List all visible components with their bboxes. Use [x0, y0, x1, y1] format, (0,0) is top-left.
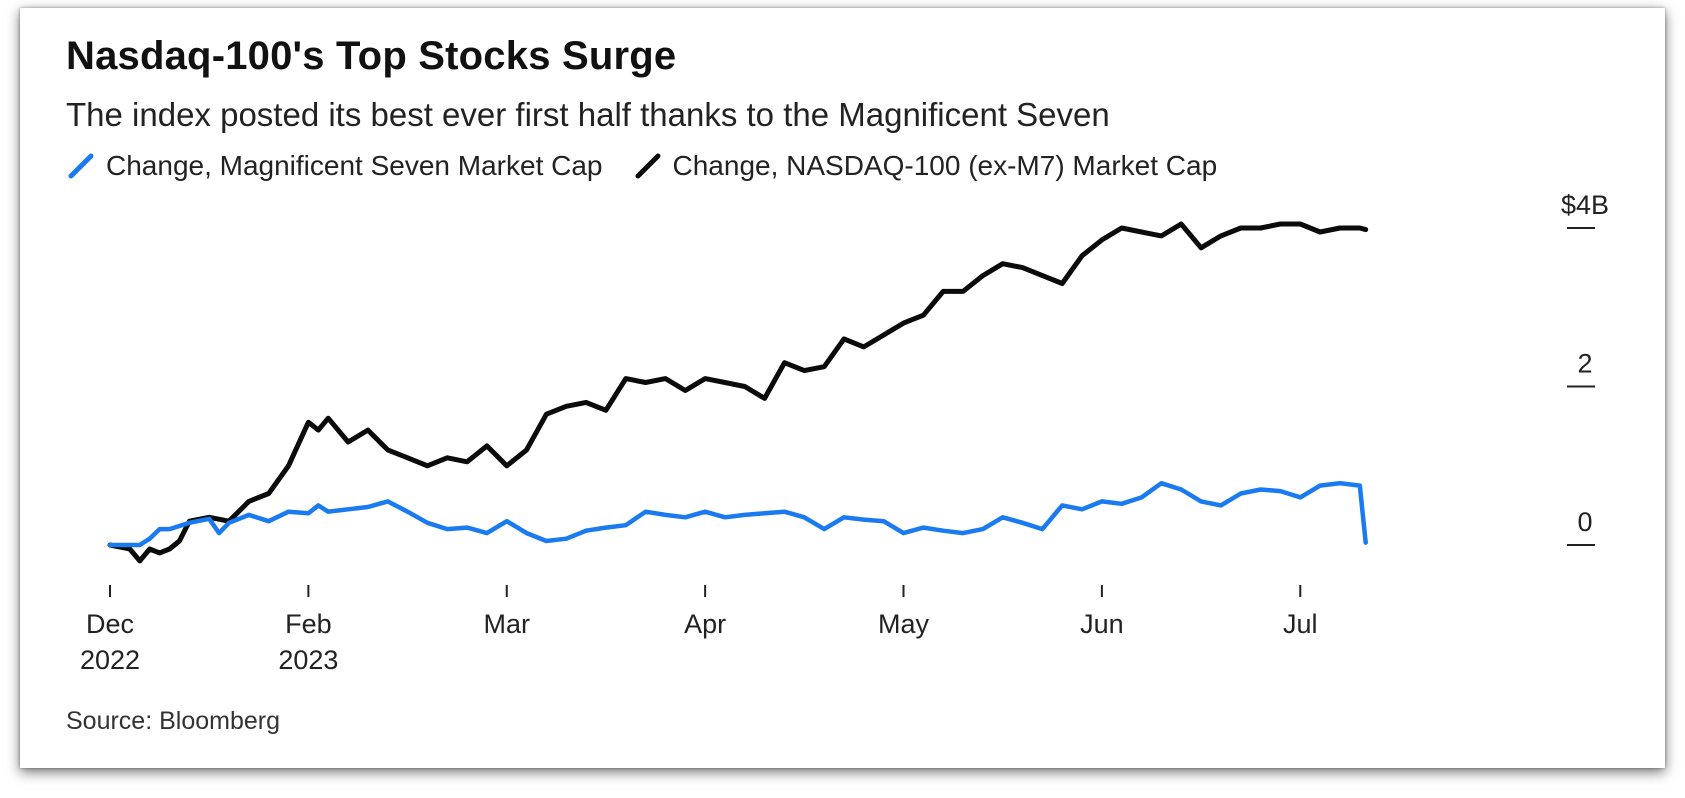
- x-tick-label-0: Dec: [86, 609, 134, 639]
- legend-label-nasdaq: Change, NASDAQ-100 (ex-M7) Market Cap: [672, 150, 1218, 181]
- legend-item-nasdaq: Change, NASDAQ-100 (ex-M7) Market Cap: [633, 150, 1218, 182]
- x-tick-sublabel-1: 2023: [278, 645, 338, 675]
- chart-subtitle: The index posted its best ever first hal…: [66, 96, 1110, 133]
- chart-legend: Change, Magnificent Seven Market Cap Cha…: [66, 148, 1247, 184]
- x-tick-label-3: Apr: [684, 609, 726, 639]
- legend-label-m7: Change, Magnificent Seven Market Cap: [106, 150, 603, 181]
- x-tick-label-1: Feb: [285, 609, 332, 639]
- y-tick-label-1: 2: [1577, 349, 1592, 379]
- legend-swatch-nasdaq-icon: [635, 153, 660, 179]
- x-tick-sublabel-0: 2022: [80, 645, 140, 675]
- legend-swatch-m7-icon: [68, 153, 94, 179]
- legend-swatch-m7-line: [68, 153, 94, 179]
- chart-card: [20, 8, 1665, 768]
- x-tick-label-2: Mar: [484, 609, 531, 639]
- series-line-0: [107, 480, 1368, 548]
- y-tick-label-2: 0: [1577, 507, 1592, 537]
- x-tick-label-5: Jun: [1080, 609, 1124, 639]
- x-tick-label-6: Jul: [1283, 609, 1318, 639]
- chart-title: Nasdaq-100's Top Stocks Surge: [66, 34, 677, 78]
- y-tick-label-0: $4B: [1561, 190, 1609, 220]
- x-tick-label-4: May: [878, 609, 930, 639]
- legend-swatch-nasdaq-line: [635, 153, 660, 179]
- series-line-1: [107, 221, 1369, 564]
- source-note: Source: Bloomberg: [66, 707, 281, 735]
- legend-item-m7: Change, Magnificent Seven Market Cap: [66, 150, 603, 182]
